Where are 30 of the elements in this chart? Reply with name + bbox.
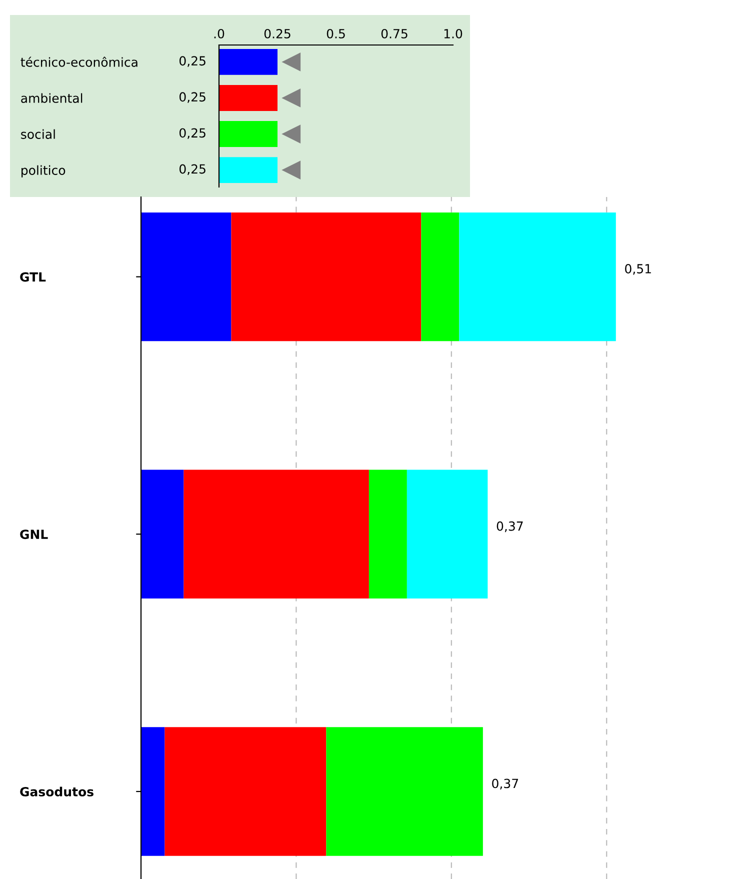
x-tick-label: .0 (214, 28, 224, 38)
x-tick-label: 0.5 (326, 28, 345, 38)
bar (421, 212, 460, 342)
y-tick-label: ambiental (21, 93, 82, 103)
y-tick-label: GTL (20, 272, 46, 282)
bar (231, 212, 422, 342)
data-label: 0,25 (179, 56, 206, 67)
bar (459, 212, 616, 342)
bar (406, 470, 488, 598)
bar (141, 727, 165, 856)
data-label: 0,25 (179, 92, 206, 103)
annotation: 0,37 (496, 521, 523, 532)
data-label: 0,25 (179, 128, 206, 139)
bar (368, 470, 407, 598)
data-label: 0,25 (179, 164, 206, 175)
x-tick-label: 0.75 (381, 28, 408, 38)
x-tick-label: 0.25 (264, 28, 290, 38)
bar (141, 470, 184, 598)
bar (164, 727, 326, 856)
annotation: 0,51 (625, 264, 651, 275)
bar (141, 212, 232, 342)
x-tick-label: 1.0 (444, 28, 462, 38)
y-tick-label: Gasodutos (20, 786, 94, 796)
y-tick-label: social (21, 129, 55, 139)
annotation: 0,37 (492, 778, 518, 790)
y-tick-label: GNL (20, 530, 48, 540)
y-tick-label: técnico-econômica (20, 56, 138, 67)
y-tick-label: politico (22, 165, 66, 178)
bar (184, 470, 369, 598)
bar (326, 727, 483, 856)
